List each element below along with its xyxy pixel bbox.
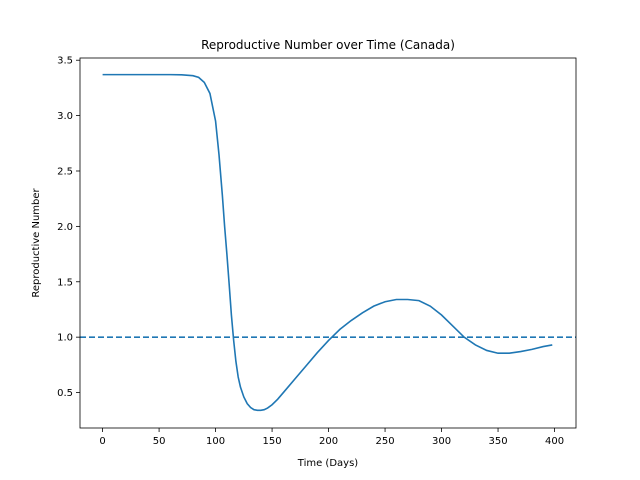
- x-tick-label: 250: [376, 436, 395, 447]
- y-tick-label: 0.5: [57, 388, 73, 399]
- plot-frame: [79, 57, 577, 429]
- x-tick-label: 350: [488, 436, 507, 447]
- x-tick-label: 200: [319, 436, 338, 447]
- y-tick-label: 1.5: [57, 277, 73, 288]
- y-tick-label: 1.0: [57, 333, 73, 344]
- x-tick-label: 100: [206, 436, 225, 447]
- series-layer: [80, 73, 576, 412]
- y-tick-label: 3.0: [57, 111, 73, 122]
- x-tick-label: 150: [263, 436, 282, 447]
- x-tick-label: 400: [545, 436, 564, 447]
- plot-background: [80, 58, 576, 428]
- y-tick-label: 2.5: [57, 166, 73, 177]
- series-line: [102, 73, 553, 412]
- y-tick-label: 2.0: [57, 222, 73, 233]
- chart-title: Reproductive Number over Time (Canada): [201, 38, 455, 52]
- x-tick-label: 50: [153, 436, 166, 447]
- x-tick-label: 300: [432, 436, 451, 447]
- x-axis-label: Time (Days): [297, 458, 359, 469]
- y-axis-label: Reproductive Number: [31, 187, 42, 297]
- x-tick-label: 0: [99, 436, 105, 447]
- y-tick-label: 3.5: [57, 56, 73, 67]
- axis-layer: 0 50 100 150 200 250 300 350 400 0.5 1.0 1.5 2.0 2.5 3…: [57, 56, 564, 447]
